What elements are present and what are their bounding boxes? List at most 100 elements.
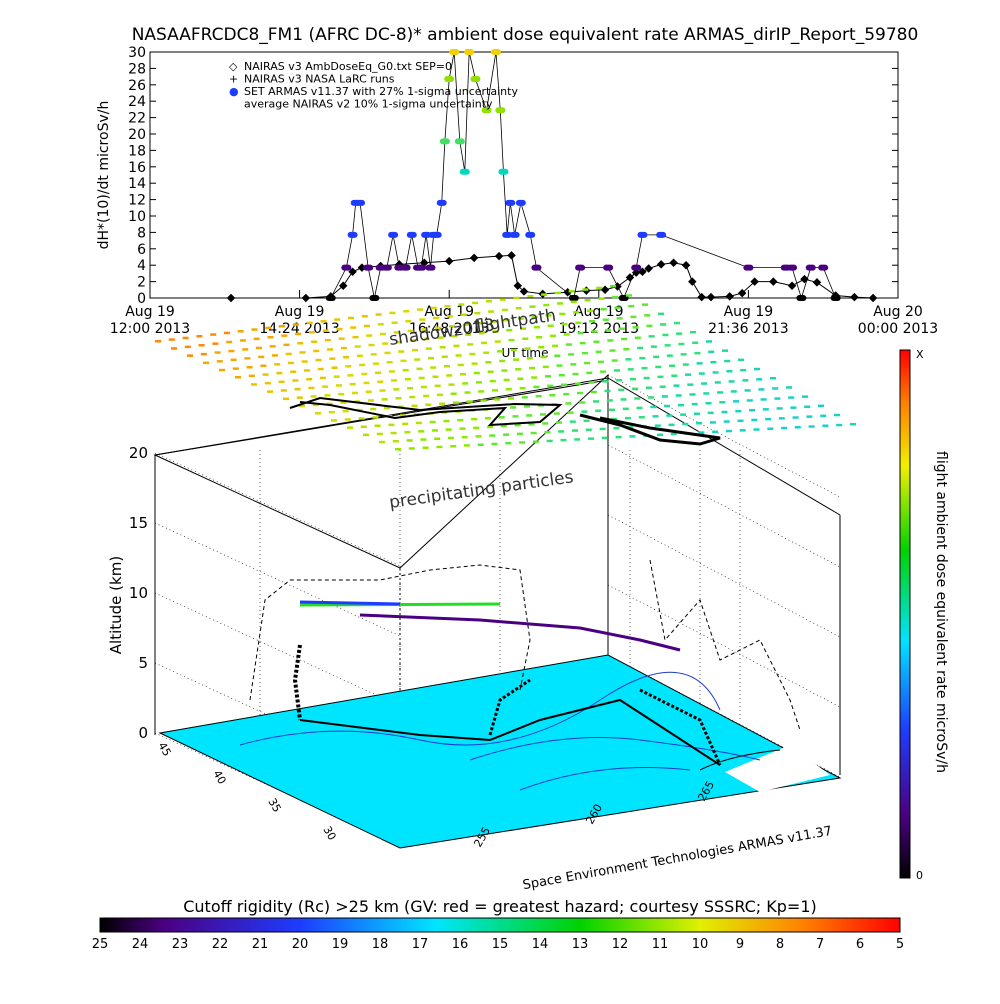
dose-marker [377,380,384,383]
dose-marker [685,373,692,376]
dose-marker [726,370,733,373]
dose-marker [547,384,554,388]
dose-marker [613,369,620,372]
dose-marker [313,349,320,353]
latitude-ticks: 45 40 35 30 [155,740,338,843]
dose-marker [517,377,524,380]
armas-point [796,295,807,301]
dose-marker [258,355,265,359]
dose-marker [604,389,611,393]
dose-marker [772,387,779,390]
nairas-point [787,281,797,290]
dose-marker [265,326,272,330]
dose-marker [505,388,512,391]
dose-marker [487,370,494,373]
dose-marker [441,355,448,358]
dose-marker [232,367,239,370]
dose-marker [329,357,336,360]
dose-marker [637,346,644,350]
dose-marker [457,418,464,422]
dose-marker [290,370,297,373]
cutoff-tick-label: 25 [92,937,109,952]
dose-marker [650,405,657,409]
latitude-tick-label: 30 [320,824,338,843]
dose-marker [407,329,414,333]
y-tick-label: 30 [128,45,146,61]
armas-point [743,264,754,271]
dose-marker [621,337,628,341]
dose-marker [707,411,714,415]
dose-marker [682,422,689,426]
y-tick-label: 28 [128,61,146,77]
dose-marker [418,376,425,380]
dose-marker [792,416,799,419]
dose-colorbar-gradient [899,349,911,879]
dose-marker [445,428,452,431]
nairas-point [507,251,516,260]
dose-marker [605,328,612,332]
dose-marker [544,431,551,434]
dose-marker [476,381,482,384]
dose-marker-field [155,285,856,451]
dose-marker [582,288,589,291]
y-tick-label: 16 [128,160,146,176]
dose-marker [405,319,412,323]
dose-marker [203,361,209,365]
dose-marker [538,346,545,349]
dose-marker [532,440,539,443]
dose-marker [335,384,342,387]
dose-marker [504,318,511,322]
dose-marker [753,428,760,431]
dose-marker [508,338,515,342]
dose-marker [406,439,413,442]
flight-cruise-segment [359,613,681,652]
dose-marker [449,325,455,328]
dose-marker [514,423,521,427]
legend-symbol: ◇ [229,60,238,73]
dose-marker [680,353,687,356]
map-border-line [239,671,721,746]
dose-marker [737,419,744,422]
altitude-grid-line [154,522,401,637]
dose-marker [327,348,334,351]
cutoff-tick-label: 17 [412,937,429,952]
dose-marker [274,363,281,366]
dose-marker [706,340,712,343]
dose-marker [554,291,561,295]
dose-marker [295,332,302,336]
dose-marker [765,417,772,421]
cutoff-tick-label: 23 [172,937,189,952]
dose-marker [616,317,623,320]
dose-marker [628,304,635,308]
nairas-point [494,251,504,261]
dose-marker [331,366,338,369]
armas-point [369,295,380,301]
dose-marker [407,387,414,390]
dose-marker [559,312,566,316]
legend-symbol: ● [229,85,239,98]
dose-marker [599,427,606,431]
dose-marker [311,340,318,343]
dose-marker [505,441,512,445]
armas-point [431,231,442,238]
dose-marker [393,331,400,334]
dose-marker [251,383,257,386]
dose-marker [349,382,356,386]
dose-marker [705,402,712,405]
dose-marker [499,359,506,363]
dose-marker [297,342,304,345]
dose-marker [374,424,381,427]
dose-marker [756,378,763,381]
dose-marker [668,423,675,427]
y-tick-label: 6 [137,242,146,258]
armas-point [341,264,352,271]
x-tick-label: Aug 20 [873,304,923,320]
back-top-edge [154,377,609,456]
y-tick-label: 22 [128,111,146,127]
dose-marker [596,286,603,290]
dose-marker [577,391,583,395]
dose-marker [524,405,530,408]
dose-marker [586,309,593,313]
dose-marker [418,430,425,433]
dose-marker [402,368,409,372]
